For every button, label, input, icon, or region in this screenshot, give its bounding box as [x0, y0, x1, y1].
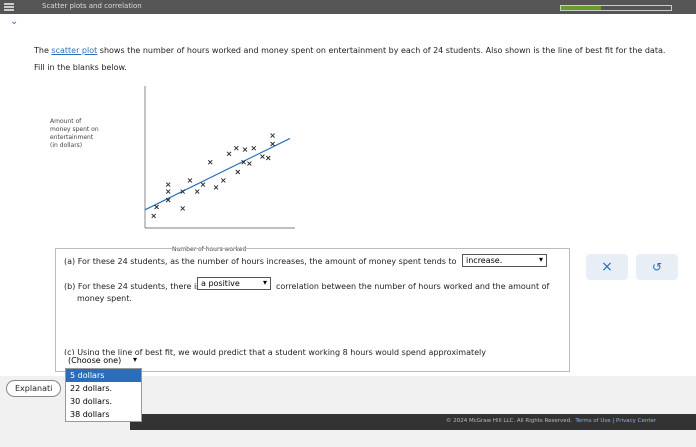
collapse-icon[interactable]: ⌄: [10, 16, 19, 27]
undo-button[interactable]: ↺: [636, 254, 678, 280]
data-point: [200, 182, 206, 187]
q-label: (a): [64, 257, 76, 266]
progress-bar: [560, 5, 672, 11]
header-title: Scatter plots and correlation: [42, 2, 142, 10]
data-point: [154, 204, 159, 210]
data-point: [213, 185, 219, 190]
question-b: (b) For these 24 students, there is: [64, 282, 200, 291]
data-point: [247, 161, 252, 166]
data-point: [251, 145, 257, 151]
data-point: [260, 154, 265, 159]
dropdown-option[interactable]: 22 dollars.: [70, 384, 113, 393]
data-point: [234, 145, 239, 151]
q-label: (c): [64, 348, 75, 357]
q-text: For these 24 students, as the number of …: [77, 257, 457, 266]
q-text: correlation between the number of hours …: [276, 282, 550, 291]
dropdown-option[interactable]: 38 dollars: [70, 410, 110, 419]
intro-text: shows the number of hours worked and mon…: [97, 46, 666, 55]
terms-link[interactable]: Terms of Use: [575, 418, 611, 424]
data-point: [165, 182, 171, 187]
question-a: (a) For these 24 students, as the number…: [64, 257, 457, 266]
answer-panel: [55, 248, 570, 372]
y-label-line: (in dollars): [50, 142, 83, 149]
data-point: [180, 189, 186, 194]
y-label-line: entertainment: [50, 134, 94, 141]
data-point: [187, 178, 193, 183]
y-label-line: Amount of: [50, 118, 82, 125]
data-point: [165, 189, 171, 194]
y-label-line: money spent on: [50, 126, 99, 133]
data-point: [241, 159, 246, 165]
instruction: Fill in the blanks below.: [34, 63, 127, 72]
clear-button[interactable]: ×: [586, 254, 628, 280]
q-text: For these 24 students, there is: [77, 282, 201, 291]
best-fit-line: [144, 137, 291, 211]
data-point: [165, 197, 171, 203]
q-text: money spent.: [77, 294, 132, 303]
data-point: [235, 169, 241, 175]
copyright: © 2024 McGraw Hill LLC. All Rights Reser…: [446, 418, 572, 424]
data-point: [151, 213, 157, 219]
question-c: (c) Using the line of best fit, we would…: [64, 348, 486, 357]
data-point: [207, 159, 213, 165]
intro-text: The: [34, 46, 52, 55]
dropdown-option[interactable]: 30 dollars.: [70, 397, 113, 406]
intro: The scatter plot shows the number of hou…: [34, 46, 665, 55]
data-point: [226, 151, 232, 157]
footer-bar: © 2024 McGraw Hill LLC. All Rights Reser…: [130, 414, 696, 430]
data-point: [180, 206, 186, 211]
top-bar: Scatter plots and correlation: [0, 0, 696, 14]
data-point: [220, 178, 226, 183]
footer-text: © 2024 McGraw Hill LLC. All Rights Reser…: [446, 418, 657, 424]
q-label: (b): [64, 282, 76, 291]
data-point: [242, 147, 248, 152]
dropdown[interactable]: (Choose one): [65, 355, 140, 368]
data-point: [270, 141, 275, 147]
dropdown[interactable]: increase.: [462, 254, 547, 267]
y-axis-label: Amount of money spent on entertainment (in …: [50, 118, 99, 150]
data-point: [194, 189, 200, 194]
intro-link[interactable]: scatter plot: [51, 46, 98, 55]
x-axis-label: Number of hours worked: [172, 246, 247, 253]
dropdown-option[interactable]: 5 dollars: [66, 369, 141, 382]
explanation-button[interactable]: Explanati: [6, 380, 62, 397]
menu-icon[interactable]: [4, 3, 14, 5]
scatter-plot: [144, 86, 295, 229]
data-point: [265, 155, 271, 161]
dropdown-list: 5 dollars 22 dollars. 30 dollars. 38 dollar…: [65, 368, 142, 422]
q-text: Using the line of best fit, we would pre…: [77, 348, 486, 357]
data-point: [270, 133, 275, 138]
dropdown[interactable]: a positive: [197, 277, 271, 290]
privacy-link[interactable]: Privacy Center: [616, 418, 657, 424]
